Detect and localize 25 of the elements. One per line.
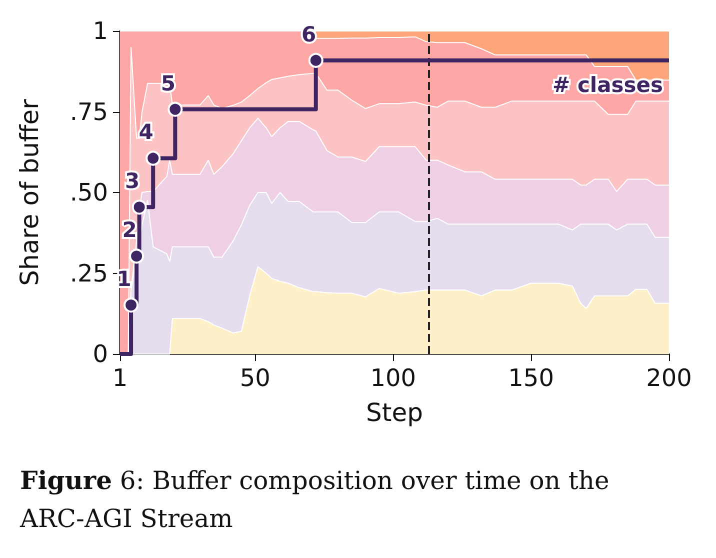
y-tick-label: .25 xyxy=(70,259,108,288)
point xyxy=(129,248,144,264)
data-label: 3 xyxy=(125,169,140,194)
data-label: 4 xyxy=(138,120,154,144)
data-label: 6 xyxy=(302,22,316,46)
y-tick-label: 1 xyxy=(92,17,108,45)
y-tick-label: 0 xyxy=(92,340,108,368)
x-tick-label: 200 xyxy=(646,364,692,392)
point xyxy=(124,298,139,313)
point xyxy=(168,102,183,117)
point xyxy=(132,200,147,215)
y-tick-label: .50 xyxy=(70,178,108,206)
x-axis-title: Step xyxy=(366,398,423,427)
point xyxy=(146,150,161,166)
x-tick-label: 1 xyxy=(112,364,128,392)
caption: Figure 6: Buffer composition over time on the ARC-AGI Stream xyxy=(20,466,610,533)
data-label: 2 xyxy=(122,218,137,242)
x-tick-label: 150 xyxy=(508,364,554,392)
x-tick-label: 100 xyxy=(370,364,416,392)
data-label: 5 xyxy=(160,71,176,96)
point xyxy=(308,52,324,68)
x-tick-label: 50 xyxy=(240,364,270,392)
series-label: # classes xyxy=(552,72,663,97)
y-tick-label: .75 xyxy=(70,98,108,126)
y-axis-title: Share of buffer xyxy=(15,98,44,286)
